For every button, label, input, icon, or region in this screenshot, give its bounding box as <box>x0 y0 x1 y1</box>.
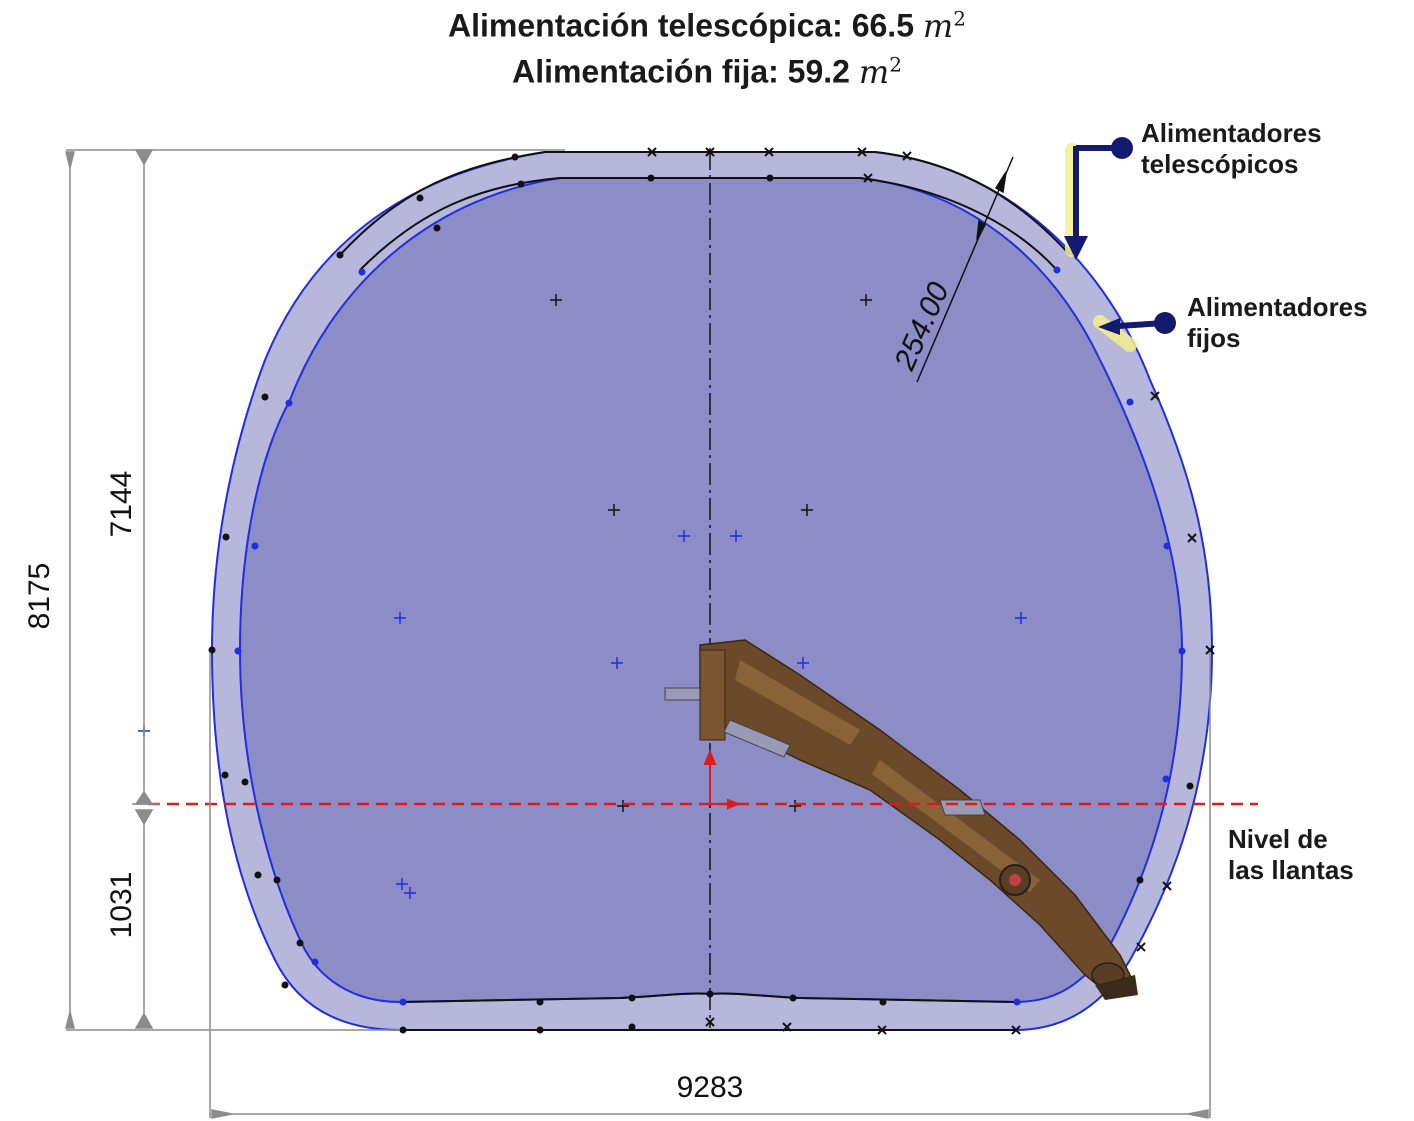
tire-level-line1: Nivel de <box>1228 824 1328 854</box>
fixed-feeders-pointer <box>1093 312 1176 352</box>
contour-points-blue <box>234 266 1186 1006</box>
telescopic-feeders-pointer <box>1064 137 1133 260</box>
drill-boom <box>664 639 1138 1000</box>
fixed-feeders-line1: Alimentadores <box>1187 292 1368 322</box>
upper-height-label: 7144 <box>105 471 138 538</box>
title-line-telescopic: Alimentación telescópica: 66.5 m2 <box>0 6 1414 45</box>
title-telescopic-label: Alimentación telescópica: 66.5 <box>448 7 914 44</box>
telescopic-feeders-line2: telescópicos <box>1141 149 1299 179</box>
contour-points <box>208 153 1194 1034</box>
fixed-feeders-line2: fijos <box>1187 323 1241 353</box>
title-line-fixed: Alimentación fija: 59.2 m2 <box>0 52 1414 91</box>
dimension-lines <box>65 149 1211 1119</box>
total-height-label: 8175 <box>23 563 56 630</box>
construction-markers-black <box>550 294 872 812</box>
tire-level-line2: las llantas <box>1228 855 1354 885</box>
total-width-label: 9283 <box>677 1071 744 1104</box>
lower-height-label: 1031 <box>105 872 138 939</box>
title-telescopic-unit: m2 <box>922 6 966 45</box>
title-fixed-unit: m2 <box>858 52 902 91</box>
telescopic-feeders-callout: Alimentadores telescópicos <box>1141 118 1322 180</box>
construction-markers-blue <box>138 530 1027 899</box>
tire-level-callout: Nivel de las llantas <box>1228 824 1354 886</box>
title-fixed-label: Alimentación fija: 59.2 <box>512 53 850 90</box>
fixed-feeders-callout: Alimentadores fijos <box>1187 292 1368 354</box>
inner-top-contour <box>359 177 1056 271</box>
telescopic-feeders-line1: Alimentadores <box>1141 118 1322 148</box>
contour-cross-points <box>647 147 1215 1035</box>
offset-dimension <box>916 156 1014 383</box>
